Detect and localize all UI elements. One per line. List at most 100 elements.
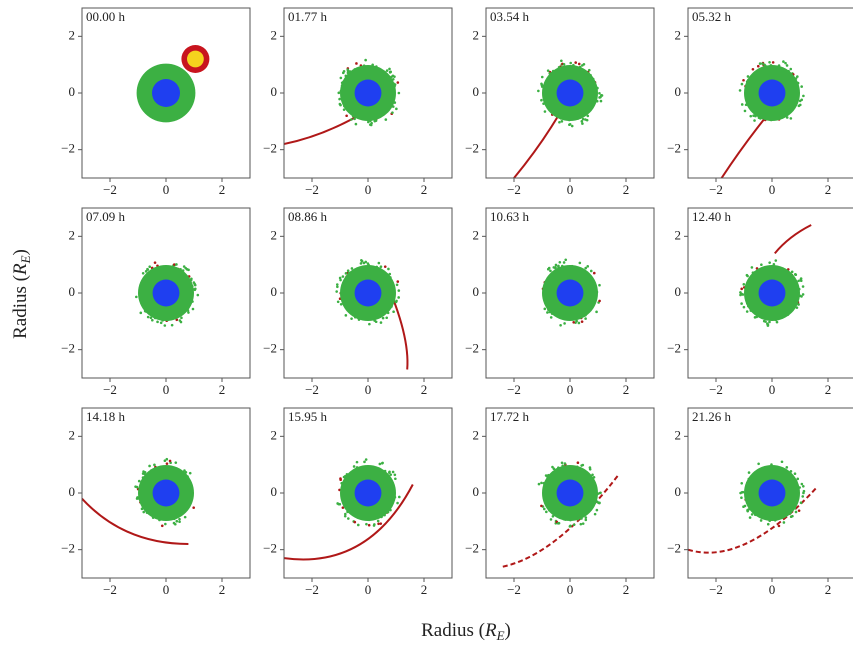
debris-dot — [568, 123, 571, 127]
debris-dot — [387, 267, 390, 271]
debris-dot — [338, 102, 342, 106]
debris-dot — [558, 260, 562, 264]
y-tick-label: −2 — [263, 541, 277, 556]
debris-dot — [586, 265, 590, 268]
debris-dot — [598, 491, 601, 495]
debris-dot — [782, 521, 786, 524]
panel-label: 15.95 h — [288, 409, 328, 424]
debris-dot — [580, 320, 584, 323]
x-tick-label: 2 — [623, 582, 630, 597]
panel-content — [284, 458, 414, 561]
debris-dot — [797, 279, 800, 283]
debris-dot — [341, 506, 345, 509]
debris-dot — [766, 324, 770, 327]
debris-dot — [172, 263, 176, 266]
debris-dot — [797, 509, 801, 512]
debris-dot — [377, 522, 380, 526]
debris-dot — [397, 296, 400, 299]
y-tick-label: 0 — [271, 484, 278, 499]
earth-core — [354, 79, 382, 107]
debris-dot — [345, 114, 348, 118]
debris-dot — [141, 272, 145, 275]
debris-dot — [761, 62, 764, 65]
y-tick-label: 0 — [69, 284, 76, 299]
debris-dot — [397, 91, 401, 95]
debris-dot — [774, 259, 778, 262]
debris-dot — [757, 462, 760, 466]
debris-dot — [752, 114, 755, 117]
debris-tail — [720, 112, 770, 178]
debris-dot — [540, 75, 544, 79]
y-tick-label: 2 — [675, 427, 682, 442]
panel: 12.40 h −2 0 2 −2 0 2 — [667, 207, 853, 397]
earth-core — [354, 479, 382, 507]
debris-dot — [581, 122, 584, 125]
debris-dot — [563, 322, 566, 325]
panel-content — [135, 261, 200, 327]
debris-dot — [143, 470, 147, 474]
y-label-close: ) — [10, 249, 31, 255]
debris-dot — [595, 310, 598, 314]
debris-dot — [339, 278, 342, 282]
earth-core — [354, 279, 382, 307]
debris-dot — [549, 269, 552, 273]
y-tick-label: 0 — [675, 84, 682, 99]
x-tick-label: −2 — [507, 582, 521, 597]
debris-dot — [346, 269, 350, 273]
debris-dot — [557, 521, 561, 525]
debris-dot — [578, 261, 582, 265]
debris-dot — [581, 463, 585, 467]
x-tick-label: 2 — [219, 582, 226, 597]
y-tick-label: 0 — [473, 84, 480, 99]
x-tick-label: −2 — [305, 582, 319, 597]
debris-dot — [777, 524, 781, 528]
debris-dot — [376, 519, 380, 523]
debris-dot — [159, 321, 163, 325]
debris-dot — [339, 478, 342, 481]
debris-dot — [546, 69, 550, 72]
x-tick-label: 2 — [825, 182, 832, 197]
panel-label: 00.00 h — [86, 9, 126, 24]
debris-dot — [802, 484, 805, 488]
debris-dot — [558, 120, 561, 124]
debris-dot — [139, 311, 143, 315]
x-tick-label: 2 — [421, 382, 428, 397]
debris-dot — [175, 318, 179, 322]
debris-dot — [580, 120, 584, 123]
x-tick-label: −2 — [305, 182, 319, 197]
x-tick-label: 2 — [421, 582, 428, 597]
x-label-text: Radius ( — [421, 620, 485, 641]
earth-core — [152, 479, 180, 507]
debris-dot — [801, 293, 805, 296]
debris-dot — [395, 283, 399, 287]
debris-dot — [748, 516, 752, 519]
y-tick-label: 0 — [473, 284, 480, 299]
debris-dot — [337, 91, 341, 95]
panel: 01.77 h −2 0 2 −2 0 2 — [263, 7, 453, 197]
debris-dot — [178, 319, 182, 322]
earth-core — [758, 279, 786, 307]
debris-dot — [343, 514, 347, 518]
y-label-subscript: E — [18, 255, 33, 264]
debris-dot — [785, 466, 789, 469]
y-tick-label: −2 — [263, 141, 277, 156]
debris-dot — [801, 495, 805, 498]
debris-dot — [355, 62, 358, 65]
x-tick-label: 0 — [365, 182, 372, 197]
y-tick-label: −2 — [61, 341, 75, 356]
debris-tail — [284, 484, 414, 561]
debris-dot — [560, 59, 563, 63]
debris-dot — [137, 479, 141, 483]
debris-dot — [364, 260, 368, 264]
debris-dot — [360, 259, 364, 263]
debris-dot — [180, 316, 183, 320]
debris-dot — [339, 76, 343, 80]
debris-dot — [353, 117, 356, 121]
y-tick-label: 2 — [69, 427, 76, 442]
x-tick-label: 0 — [769, 182, 776, 197]
debris-dot — [183, 469, 186, 472]
debris-dot — [564, 258, 568, 262]
debris-dot — [160, 524, 164, 528]
debris-dot — [178, 517, 181, 521]
debris-dot — [584, 317, 587, 320]
